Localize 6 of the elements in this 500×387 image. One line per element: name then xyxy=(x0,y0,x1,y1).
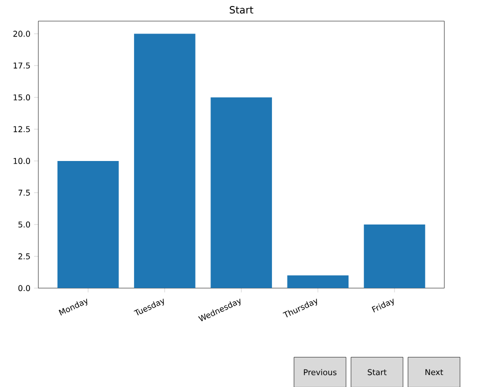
bar xyxy=(57,160,119,288)
bar xyxy=(210,97,272,288)
bar xyxy=(134,34,196,288)
chart-title: Start xyxy=(230,6,254,14)
bar xyxy=(364,224,426,288)
bar xyxy=(287,275,349,288)
